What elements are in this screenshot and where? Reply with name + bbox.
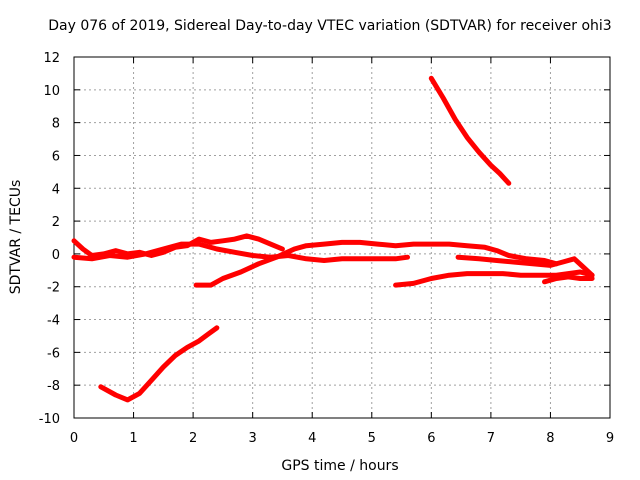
y-tick-label: -4 xyxy=(47,314,60,329)
y-tick-label: 10 xyxy=(43,84,60,99)
x-tick-label: 2 xyxy=(189,431,197,446)
y-tick-label: 6 xyxy=(52,149,60,164)
x-tick-label: 1 xyxy=(129,431,137,446)
series-track-h xyxy=(542,274,595,285)
y-tick-label: -10 xyxy=(39,412,60,427)
y-axis-label: SDTVAR / TECUs xyxy=(8,180,24,295)
series-track-g xyxy=(455,254,595,278)
y-tick-label: 2 xyxy=(52,215,60,230)
series-layer xyxy=(71,75,595,403)
y-tick-label: 8 xyxy=(52,117,60,132)
series-track-a xyxy=(98,325,220,403)
plot-frame xyxy=(73,56,611,419)
x-tick-label: 4 xyxy=(308,431,316,446)
y-tick-label: 0 xyxy=(52,248,60,263)
y-tick-label: 12 xyxy=(43,51,60,66)
x-tick-label: 3 xyxy=(249,431,257,446)
series-track-d xyxy=(71,241,410,263)
y-tick-label: -2 xyxy=(47,281,60,296)
chart-title: Day 076 of 2019, Sidereal Day-to-day VTE… xyxy=(48,18,611,34)
x-tick-label: 9 xyxy=(606,431,614,446)
x-tick-label: 8 xyxy=(546,431,554,446)
series-track-b xyxy=(428,75,512,186)
x-tick-label: 0 xyxy=(70,431,78,446)
x-axis-label: GPS time / hours xyxy=(281,458,398,474)
y-tick-label: 4 xyxy=(52,182,60,197)
series-track-f xyxy=(393,269,595,288)
x-tick-label: 6 xyxy=(427,431,435,446)
x-tick-label: 7 xyxy=(487,431,495,446)
x-tick-label: 5 xyxy=(368,431,376,446)
y-tick-label: -8 xyxy=(47,379,60,394)
grid-layer xyxy=(74,57,610,418)
series-track-e xyxy=(193,239,559,288)
y-tick-label: -6 xyxy=(47,346,60,361)
